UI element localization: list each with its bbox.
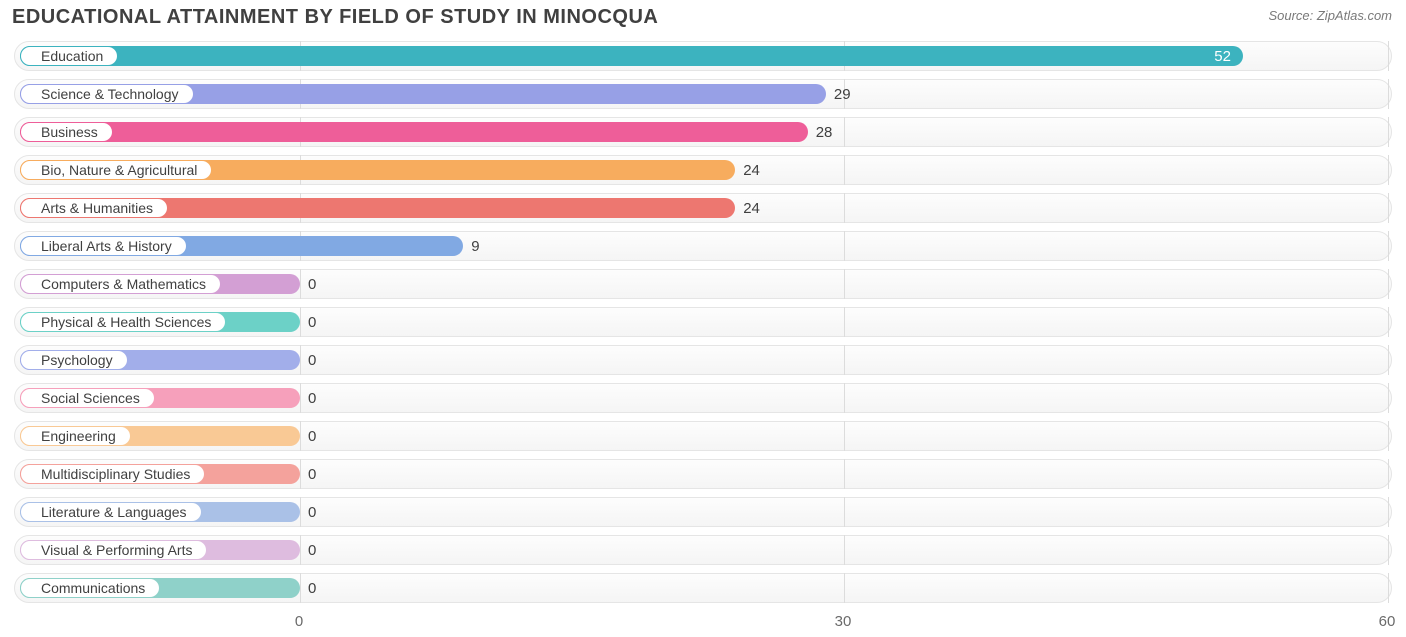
gridline — [844, 535, 845, 565]
gridline — [844, 573, 845, 603]
bar-label: Multidisciplinary Studies — [20, 464, 205, 484]
bar-row: Computers & Mathematics 0 — [14, 269, 1392, 299]
gridline — [844, 269, 845, 299]
gridline — [1388, 117, 1389, 147]
bar-row: Bio, Nature & Agricultural 24 — [14, 155, 1392, 185]
gridline — [844, 155, 845, 185]
bar-label: Liberal Arts & History — [20, 236, 187, 256]
gridline — [844, 117, 845, 147]
bar-label: Computers & Mathematics — [20, 274, 221, 294]
bar-row: Engineering 0 — [14, 421, 1392, 451]
gridline — [1388, 79, 1389, 109]
gridline — [1388, 155, 1389, 185]
bar-value: 0 — [300, 498, 316, 526]
x-axis-tick: 60 — [1379, 613, 1396, 630]
x-axis-tick: 0 — [295, 613, 303, 630]
bar-value: 0 — [300, 270, 316, 298]
gridline — [1388, 535, 1389, 565]
bar-label: Bio, Nature & Agricultural — [20, 160, 212, 180]
chart-title: Educational Attainment by Field of Study… — [12, 6, 658, 29]
gridline — [1388, 269, 1389, 299]
gridline — [844, 231, 845, 261]
bar-row: Communications 0 — [14, 573, 1392, 603]
gridline — [844, 497, 845, 527]
bar-value: 28 — [808, 118, 833, 146]
chart-area: Education52 Science & Technology 29 Busines… — [0, 33, 1406, 603]
gridline — [1388, 421, 1389, 451]
bar-value: 24 — [735, 194, 760, 222]
gridline — [1388, 459, 1389, 489]
bar-label: Communications — [20, 578, 160, 598]
bar-row: Science & Technology 29 — [14, 79, 1392, 109]
bar-label: Social Sciences — [20, 388, 155, 408]
x-axis: 03060 — [14, 611, 1392, 637]
gridline — [1388, 497, 1389, 527]
bar-row: Psychology 0 — [14, 345, 1392, 375]
bar-label: Business — [20, 122, 113, 142]
bar-label: Engineering — [20, 426, 131, 446]
bar-value: 52 — [15, 42, 1243, 70]
gridline — [1388, 307, 1389, 337]
chart-source: Source: ZipAtlas.com — [1268, 8, 1392, 23]
bar-row: Business 28 — [14, 117, 1392, 147]
bar-value: 24 — [735, 156, 760, 184]
bar-row: Literature & Languages 0 — [14, 497, 1392, 527]
bar-label: Science & Technology — [20, 84, 194, 104]
gridline — [1388, 345, 1389, 375]
bar-row: Physical & Health Sciences 0 — [14, 307, 1392, 337]
bar — [20, 122, 808, 142]
gridline — [844, 193, 845, 223]
bar-label: Arts & Humanities — [20, 198, 168, 218]
bar-label: Psychology — [20, 350, 128, 370]
bar-value: 9 — [463, 232, 479, 260]
bar-row: Visual & Performing Arts 0 — [14, 535, 1392, 565]
bar-label: Visual & Performing Arts — [20, 540, 207, 560]
bar-value: 0 — [300, 346, 316, 374]
bar-row: Liberal Arts & History 9 — [14, 231, 1392, 261]
bar-value: 0 — [300, 536, 316, 564]
bar-row: Multidisciplinary Studies 0 — [14, 459, 1392, 489]
bar-value: 29 — [826, 80, 851, 108]
bar-label: Literature & Languages — [20, 502, 202, 522]
gridline — [1388, 231, 1389, 261]
gridline — [1388, 41, 1389, 71]
bar-row: Arts & Humanities 24 — [14, 193, 1392, 223]
bar-value: 0 — [300, 574, 316, 602]
gridline — [844, 421, 845, 451]
bar-value: 0 — [300, 308, 316, 336]
chart-header: Educational Attainment by Field of Study… — [0, 0, 1406, 33]
bar-value: 0 — [300, 384, 316, 412]
gridline — [844, 459, 845, 489]
bar-value: 0 — [300, 422, 316, 450]
bar-row: Education52 — [14, 41, 1392, 71]
gridline — [844, 307, 845, 337]
bar-row: Social Sciences 0 — [14, 383, 1392, 413]
x-axis-tick: 30 — [835, 613, 852, 630]
bar-value: 0 — [300, 460, 316, 488]
gridline — [1388, 573, 1389, 603]
gridline — [1388, 383, 1389, 413]
gridline — [844, 383, 845, 413]
bar-label: Physical & Health Sciences — [20, 312, 226, 332]
gridline — [844, 345, 845, 375]
gridline — [1388, 193, 1389, 223]
